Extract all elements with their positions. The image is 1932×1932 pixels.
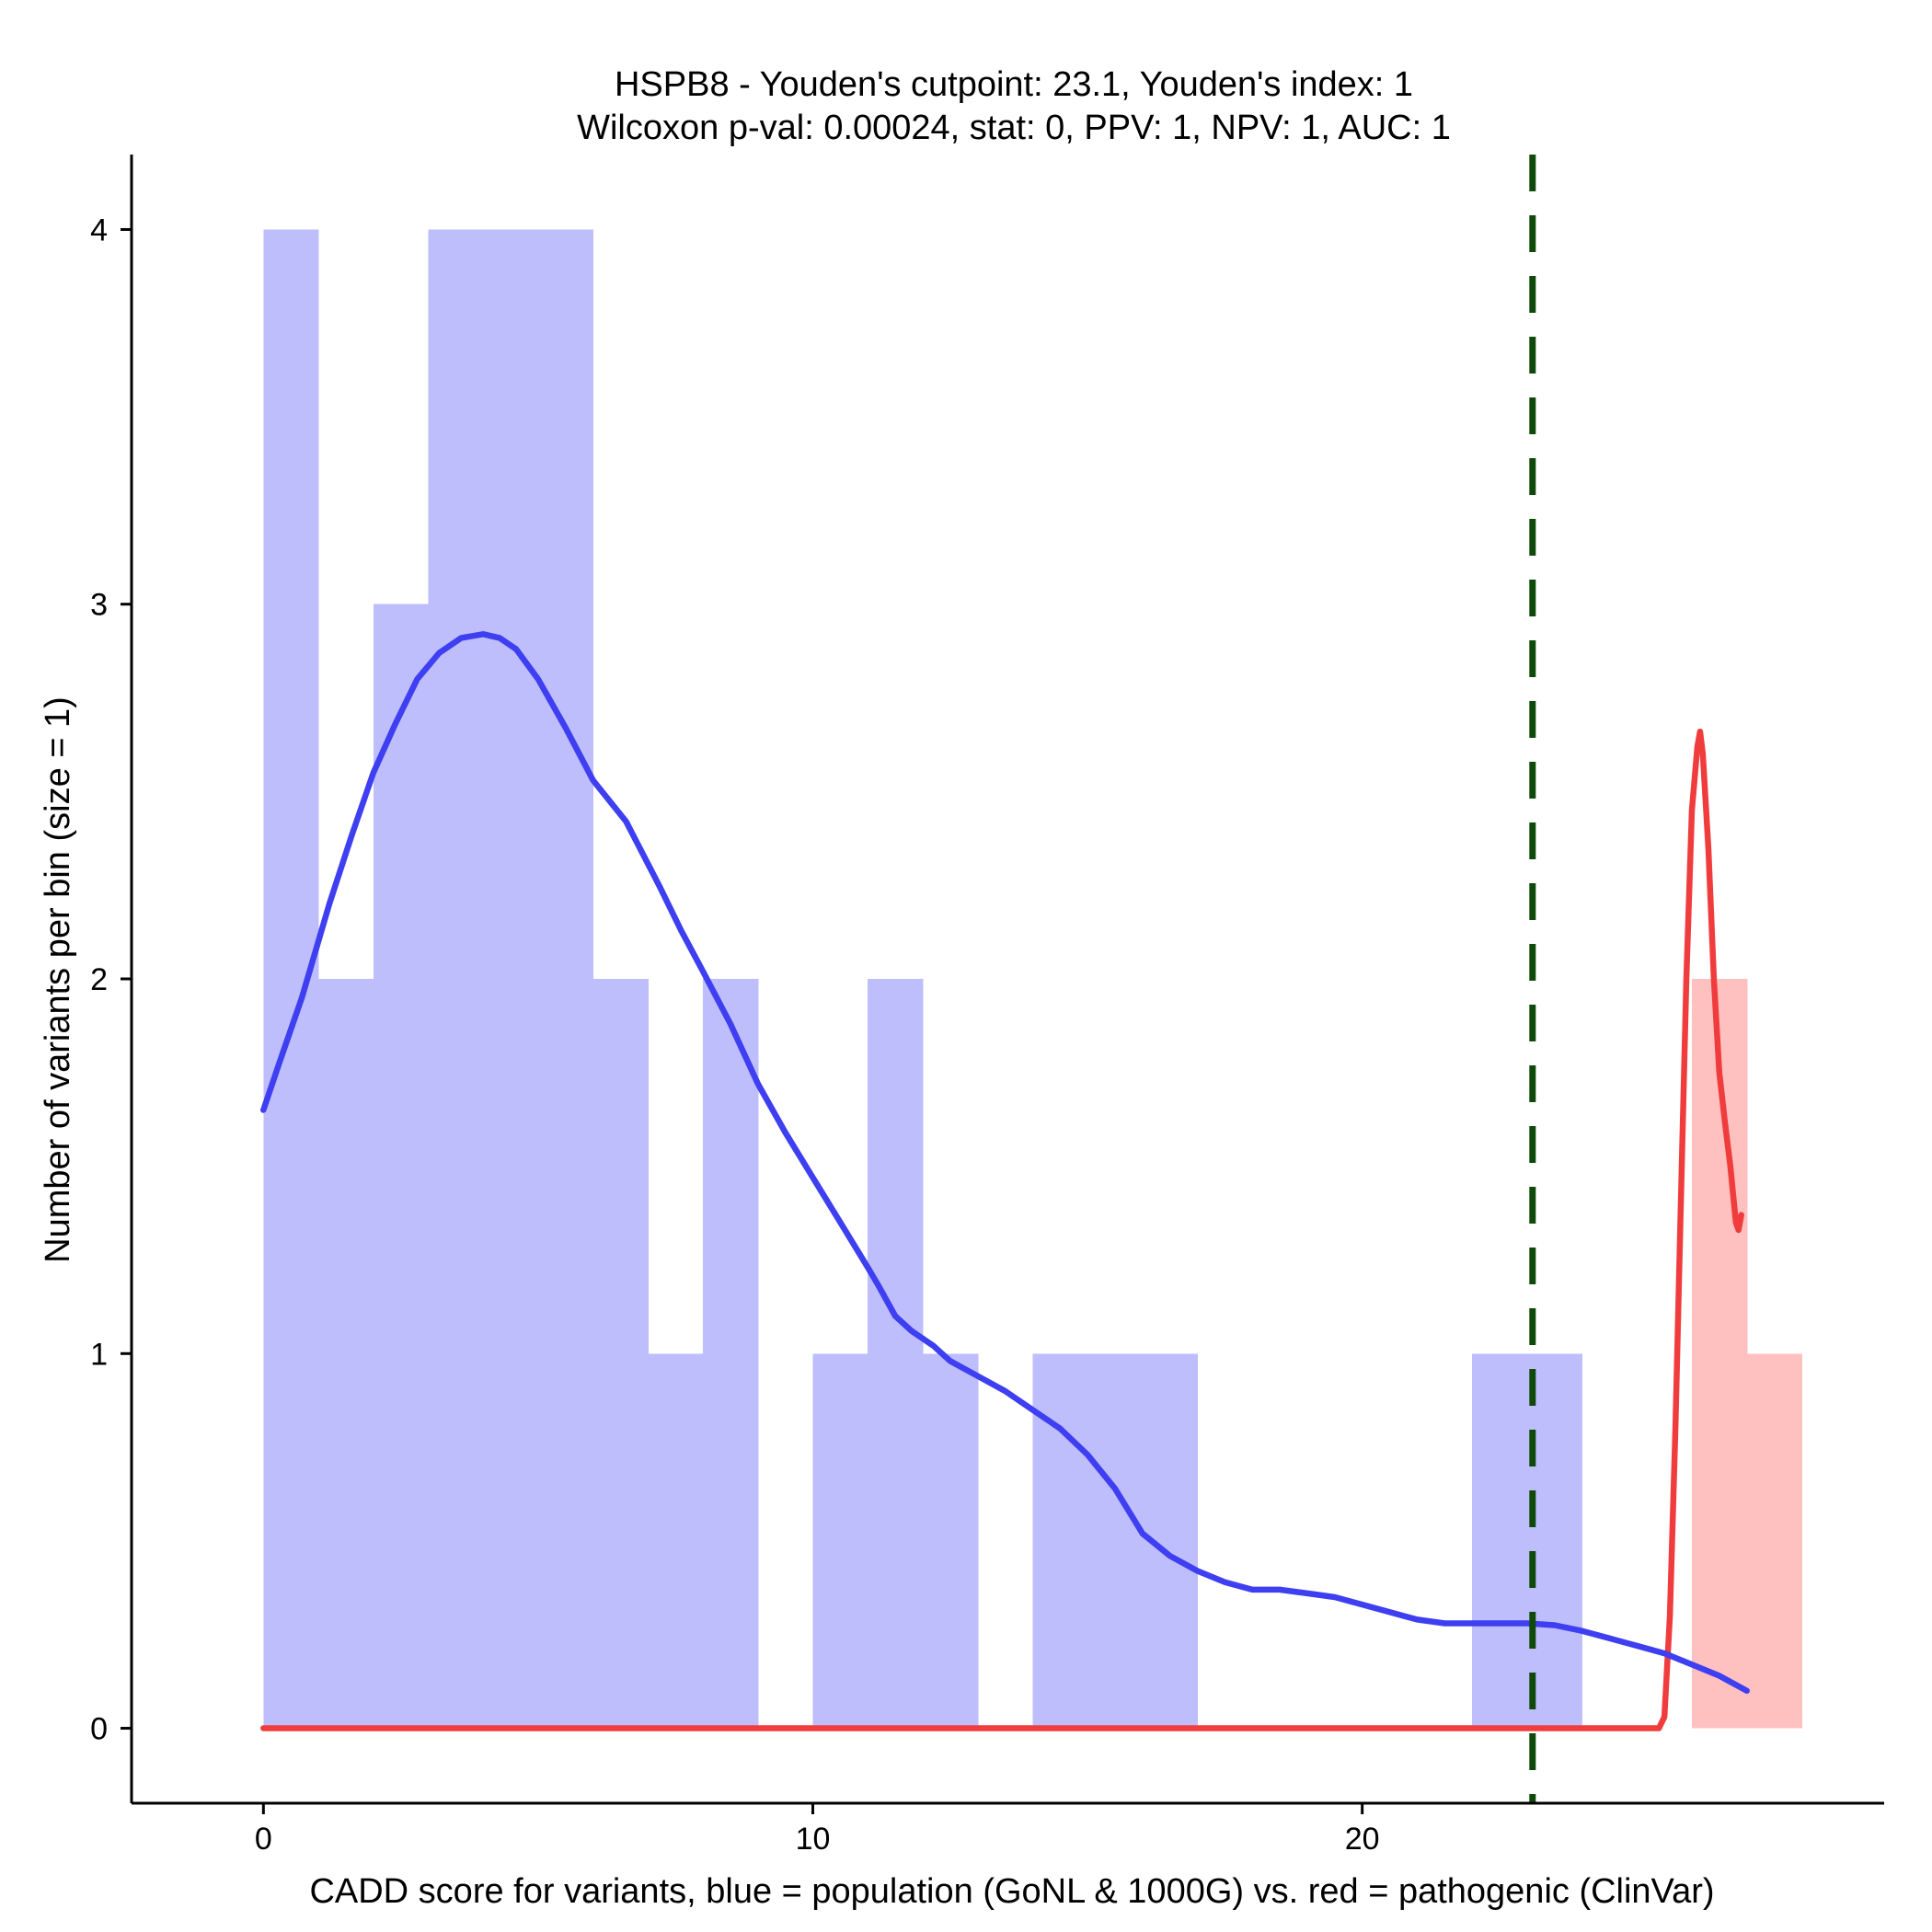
population-bar xyxy=(648,1353,704,1729)
population-bar xyxy=(1472,1353,1528,1729)
x-tick-label: 10 xyxy=(796,1822,831,1857)
population-bar xyxy=(537,229,594,1729)
pathogenic-density-line xyxy=(260,728,1744,1731)
pathogenic-bar xyxy=(1746,1353,1803,1729)
x-tick-label: 0 xyxy=(255,1822,272,1857)
population-bar xyxy=(318,979,374,1729)
y-axis-label: Number of variants per bin (size = 1) xyxy=(39,696,77,1263)
population-density-line xyxy=(260,631,1750,1695)
density-curves xyxy=(260,631,1750,1731)
x-axis-label: CADD score for variants, blue = populati… xyxy=(309,1872,1714,1911)
histogram-bars xyxy=(263,229,1803,1729)
x-tick-label: 20 xyxy=(1345,1822,1380,1857)
population-bar xyxy=(1087,1353,1144,1729)
pathogenic-bar xyxy=(1691,979,1748,1729)
population-bar xyxy=(483,229,539,1729)
plot-title-group: HSPB8 - Youden's cutpoint: 23.1, Youden'… xyxy=(577,65,1451,147)
population-bar xyxy=(922,1353,979,1729)
y-tick-label: 0 xyxy=(90,1712,108,1747)
population-bar xyxy=(868,979,924,1729)
y-tick-label: 4 xyxy=(90,213,108,247)
y-tick-label: 2 xyxy=(90,962,108,997)
population-bar xyxy=(812,1353,868,1729)
x-axis-ticks: 0 10 20 xyxy=(255,1803,1380,1857)
y-axis-ticks: 0 1 2 3 4 xyxy=(90,213,132,1747)
population-bar xyxy=(1526,1353,1583,1729)
population-bar xyxy=(592,979,649,1729)
y-tick-label: 3 xyxy=(90,588,108,623)
population-bar xyxy=(703,979,759,1729)
chart-subtitle: Wilcoxon p-val: 0.00024, stat: 0, PPV: 1… xyxy=(577,109,1451,147)
population-bar xyxy=(428,229,484,1729)
chart-title: HSPB8 - Youden's cutpoint: 23.1, Youden'… xyxy=(615,65,1413,104)
population-bar xyxy=(373,604,430,1729)
population-bar xyxy=(1032,1353,1088,1729)
y-tick-label: 1 xyxy=(90,1337,108,1372)
population-bar xyxy=(263,229,319,1729)
